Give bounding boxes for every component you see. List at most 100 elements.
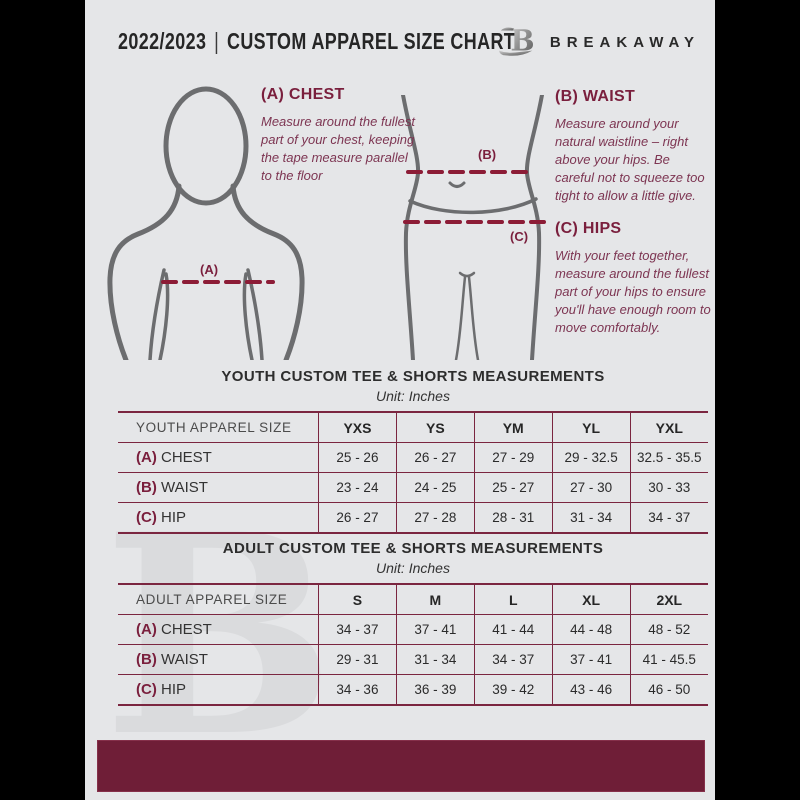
measurement-row-label: (C) HIP <box>118 502 319 533</box>
title-year: 2022/2023 <box>118 28 207 54</box>
youth-section-unit: Unit: Inches <box>376 388 450 404</box>
adult-section-title: ADULT CUSTOM TEE & SHORTS MEASUREMENTS <box>222 540 604 557</box>
size-range-cell: 39 - 42 <box>473 674 553 705</box>
table-row: (B) WAIST 29 - 31 31 - 34 34 - 37 37 - 41 41 … <box>118 644 708 675</box>
row-label-text: CHEST <box>161 621 212 638</box>
youth-size-table: YOUTH APPAREL SIZE YXS YS YM YL YXL (A) CHEST 2… <box>118 411 708 534</box>
instruction-waist: (B) WAIST Measure around your natural wa… <box>555 88 707 205</box>
brand-block: B BREAKAWAY <box>498 22 700 62</box>
size-range-cell: 32.5 - 35.5 <box>629 442 708 473</box>
size-range-cell: 31 - 34 <box>551 502 631 533</box>
size-range-cell: 43 - 46 <box>551 674 631 705</box>
title-separator: | <box>214 28 220 54</box>
size-chart-page: B 2022/2023 | CUSTOM APPAREL SIZE CHART B … <box>85 0 715 800</box>
size-column-header: L <box>473 584 553 615</box>
size-range-cell: 25 - 26 <box>318 442 397 473</box>
figure-head <box>163 86 249 206</box>
footer-bar <box>97 740 705 792</box>
instruction-hips: (C) HIPS With your feet together, measur… <box>555 220 715 337</box>
youth-section-title: YOUTH CUSTOM TEE & SHORTS MEASUREMENTS <box>221 368 605 385</box>
size-column-header: YXL <box>629 412 708 443</box>
row-label-text: HIP <box>161 681 187 698</box>
measurement-row-label: (B) WAIST <box>118 472 319 503</box>
size-range-cell: 31 - 34 <box>395 644 475 675</box>
size-range-cell: 30 - 33 <box>629 472 708 503</box>
size-range-cell: 44 - 48 <box>551 614 631 645</box>
brand-name: BREAKAWAY <box>549 33 700 51</box>
size-range-cell: 26 - 27 <box>318 502 397 533</box>
chest-measure-figure: (A) <box>107 86 305 360</box>
measurement-row-label: (A) CHEST <box>118 442 319 473</box>
size-range-cell: 34 - 37 <box>473 644 553 675</box>
size-column-header: YM <box>473 412 553 443</box>
row-label-prefix: (B) <box>136 479 161 496</box>
size-range-cell: 27 - 28 <box>395 502 475 533</box>
instruction-chest-title: (A) CHEST <box>261 86 345 103</box>
measurement-row-label: (B) WAIST <box>118 644 319 675</box>
waist-line-label: (B) <box>478 147 496 162</box>
row-label-prefix: (C) <box>136 509 161 526</box>
row-label-text: WAIST <box>161 651 208 668</box>
size-range-cell: 29 - 32.5 <box>551 442 631 473</box>
adult-section-unit: Unit: Inches <box>376 560 450 576</box>
size-range-cell: 36 - 39 <box>395 674 475 705</box>
apparel-size-header: YOUTH APPAREL SIZE <box>136 420 292 435</box>
size-range-cell: 25 - 27 <box>473 472 553 503</box>
row-label-text: WAIST <box>161 479 208 496</box>
size-range-cell: 48 - 52 <box>629 614 708 645</box>
instruction-hips-text: With your feet together, measure around … <box>555 248 711 335</box>
measurement-row-label: (A) CHEST <box>118 614 319 645</box>
size-range-cell: 37 - 41 <box>395 614 475 645</box>
size-range-cell: 28 - 31 <box>473 502 553 533</box>
size-column-header: M <box>395 584 475 615</box>
size-range-cell: 41 - 44 <box>473 614 553 645</box>
instruction-hips-title: (C) HIPS <box>555 220 622 237</box>
hip-line-label: (C) <box>510 229 528 244</box>
size-column-header: YL <box>551 412 631 443</box>
row-label-text: CHEST <box>161 449 212 466</box>
table-row: (B) WAIST 23 - 24 24 - 25 25 - 27 27 - 30 30 … <box>118 472 708 503</box>
belly-button <box>448 181 466 188</box>
instruction-waist-title: (B) WAIST <box>555 88 636 105</box>
row-label-text: HIP <box>161 509 187 526</box>
hip-crease <box>408 197 538 215</box>
size-range-cell: 23 - 24 <box>318 472 397 503</box>
size-range-cell: 34 - 37 <box>629 502 708 533</box>
waist-hip-measure-figure: (B) (C) <box>401 95 550 360</box>
row-label-prefix: (A) <box>136 449 161 466</box>
measurement-row-label: (C) HIP <box>118 674 319 705</box>
youth-measurements-section: YOUTH CUSTOM TEE & SHORTS MEASUREMENTS U… <box>118 368 708 534</box>
size-range-cell: 34 - 37 <box>318 614 397 645</box>
instruction-chest-text: Measure around the fullest part of your … <box>261 114 415 183</box>
size-column-header: 2XL <box>629 584 708 615</box>
table-row: (C) HIP 34 - 36 36 - 39 39 - 42 43 - 46 46 - … <box>118 674 708 705</box>
size-range-cell: 26 - 27 <box>395 442 475 473</box>
size-column-header: S <box>318 584 397 615</box>
size-range-cell: 37 - 41 <box>551 644 631 675</box>
chest-line-label: (A) <box>200 262 218 277</box>
size-range-cell: 24 - 25 <box>395 472 475 503</box>
table-row: (C) HIP 26 - 27 27 - 28 28 - 31 31 - 34 34 - … <box>118 502 708 533</box>
apparel-size-header: ADULT APPAREL SIZE <box>136 592 288 607</box>
row-label-prefix: (A) <box>136 621 161 638</box>
size-range-cell: 41 - 45.5 <box>629 644 708 675</box>
size-column-header: YXS <box>318 412 397 443</box>
size-range-cell: 27 - 30 <box>551 472 631 503</box>
title-main: CUSTOM APPAREL SIZE CHART <box>226 28 516 54</box>
adult-measurements-section: ADULT CUSTOM TEE & SHORTS MEASUREMENTS U… <box>118 540 708 706</box>
breakaway-b-logo-icon: B <box>498 24 534 58</box>
size-range-cell: 27 - 29 <box>473 442 553 473</box>
row-label-prefix: (B) <box>136 651 161 668</box>
size-column-header: XL <box>551 584 631 615</box>
page-header: 2022/2023 | CUSTOM APPAREL SIZE CHART B BR… <box>118 22 700 60</box>
table-row: (A) CHEST 34 - 37 37 - 41 41 - 44 44 - 48 48 … <box>118 614 708 645</box>
page-title: 2022/2023 | CUSTOM APPAREL SIZE CHART <box>118 28 515 55</box>
size-range-cell: 46 - 50 <box>629 674 708 705</box>
size-column-header: YS <box>395 412 475 443</box>
row-label-prefix: (C) <box>136 681 161 698</box>
adult-size-table: ADULT APPAREL SIZE S M L XL 2XL (A) CHEST 34 - … <box>118 583 708 706</box>
size-range-cell: 34 - 36 <box>318 674 397 705</box>
instruction-chest: (A) CHEST Measure around the fullest par… <box>261 86 415 185</box>
size-range-cell: 29 - 31 <box>318 644 397 675</box>
instruction-waist-text: Measure around your natural waistline – … <box>555 116 705 203</box>
